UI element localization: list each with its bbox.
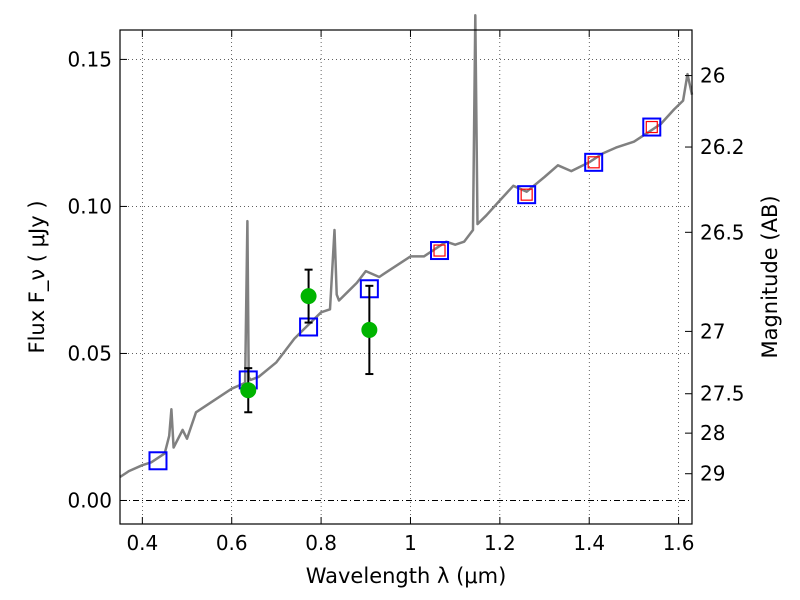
x-tick-label: 0.4 <box>126 531 158 555</box>
red-square-marker <box>433 244 446 257</box>
x-tick-label: 1.6 <box>663 531 695 555</box>
magnitude-tick-label: 26.2 <box>700 135 745 159</box>
blue-square-marker <box>430 241 450 261</box>
red-square-marker <box>520 188 533 201</box>
magnitude-tick-label: 27 <box>700 319 725 343</box>
red-square-marker <box>587 156 600 169</box>
magnitude-tick-label: 26 <box>700 64 725 88</box>
axis-ticks: 0.4 0.6 0.8 1 1.2 1.4 1.6 0.00 0.05 0.10 0.15 26 26.… <box>67 30 745 555</box>
y-axis-right-title: Magnitude (AB) <box>758 195 782 358</box>
y-axis-title: Flux F_ν ( μJy ) <box>25 200 50 353</box>
template-spectrum <box>119 14 694 479</box>
y-tick-label: 0.10 <box>67 194 112 218</box>
x-tick-label: 1.4 <box>573 531 605 555</box>
magnitude-tick-label: 29 <box>700 462 725 486</box>
y-tick-label: 0.00 <box>67 488 112 512</box>
green-data-point <box>300 288 317 305</box>
x-tick-label: 0.8 <box>305 531 337 555</box>
blue-square-marker <box>148 451 168 471</box>
red-square-marker <box>645 120 658 134</box>
x-tick-label: 0.6 <box>216 531 248 555</box>
spectrum-line <box>119 14 694 479</box>
photometry-markers <box>148 117 662 471</box>
magnitude-tick-label: 27.5 <box>700 382 745 406</box>
blue-square-marker <box>517 185 537 205</box>
x-tick-label: 1 <box>404 531 417 555</box>
y-tick-label: 0.15 <box>67 47 112 71</box>
magnitude-tick-label: 26.5 <box>700 220 745 244</box>
blue-square-marker <box>584 152 604 172</box>
magnitude-tick-label: 28 <box>700 421 725 445</box>
x-axis-title: Wavelength λ (μm) <box>306 564 507 588</box>
y-tick-label: 0.05 <box>67 341 112 365</box>
plot-frame <box>119 29 693 525</box>
green-data-point <box>240 382 257 399</box>
green-data-point <box>361 321 378 338</box>
grid-lines <box>120 30 692 524</box>
blue-square-marker <box>642 117 662 137</box>
x-tick-label: 1.2 <box>484 531 516 555</box>
